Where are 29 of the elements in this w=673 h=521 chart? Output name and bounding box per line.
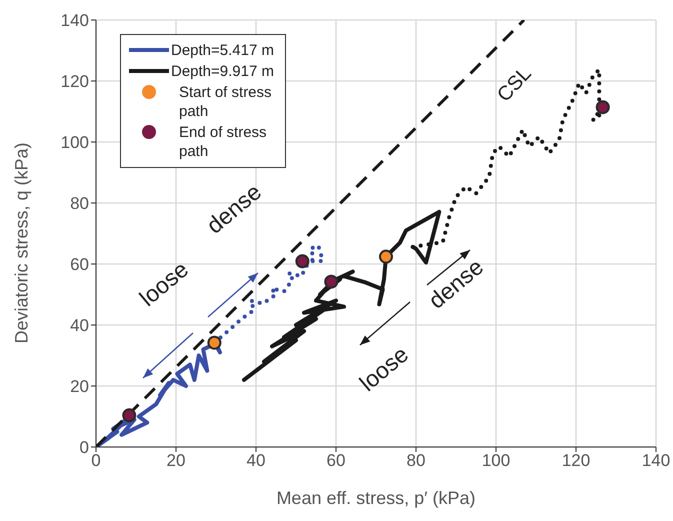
x-tick-label: 140: [642, 451, 670, 470]
y-tick-label: 40: [70, 316, 89, 336]
x-tick-label: 60: [326, 451, 346, 470]
x-tick-label: 100: [482, 451, 510, 470]
point: [295, 254, 310, 268]
point: [207, 336, 222, 350]
x-tick-label: 80: [406, 451, 426, 470]
y-axis-title: Deviatoric stress, q (kPa): [11, 142, 32, 344]
x-tick-label: 120: [562, 451, 590, 470]
y-tick-label: 20: [70, 377, 89, 396]
x-axis-title: Mean eff. stress, p′ (kPa): [276, 488, 476, 508]
legend-label: End of stress path: [179, 123, 268, 161]
point: [324, 274, 338, 289]
x-tick-label: 20: [166, 451, 186, 470]
point: [122, 408, 136, 422]
y-tick-label: 140: [60, 11, 89, 30]
y-tick-label: 60: [70, 255, 89, 274]
legend-label: Start of stress path: [179, 83, 273, 121]
y-tick-label: 100: [60, 133, 89, 152]
y-tick-label: 0: [80, 438, 89, 458]
legend-label: Depth=9.917 m: [171, 62, 274, 81]
y-tick-label: 120: [60, 72, 89, 92]
point: [379, 250, 393, 264]
legend-label: Depth=5.417 m: [171, 41, 274, 60]
point: [596, 100, 610, 114]
annotation: CSL: [493, 62, 536, 106]
x-tick-label: 0: [91, 451, 101, 470]
x-tick-label: 40: [246, 451, 266, 470]
y-tick-label: 80: [70, 194, 89, 214]
